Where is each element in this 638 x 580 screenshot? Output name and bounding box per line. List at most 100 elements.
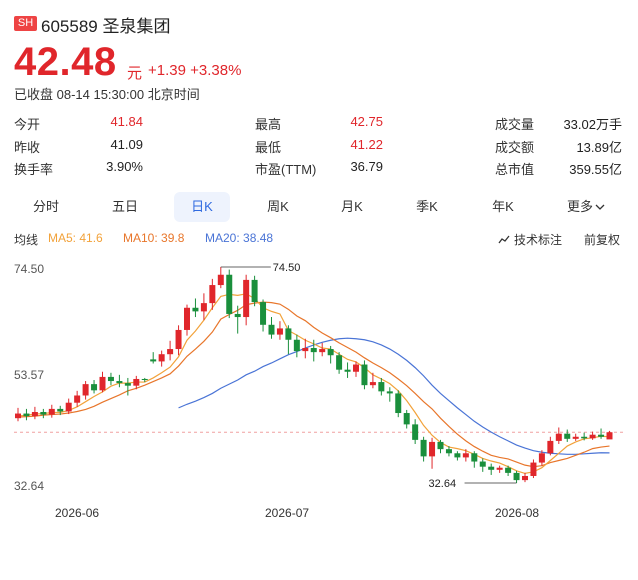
stat-label: 最低 bbox=[255, 140, 282, 155]
candle-body bbox=[91, 384, 98, 391]
stat-label: 市盈(TTM) bbox=[255, 162, 317, 177]
candle-body bbox=[243, 279, 250, 318]
candle-body bbox=[57, 408, 64, 412]
tech-annotation-toggle[interactable]: 技术标注 bbox=[498, 231, 562, 248]
candle-body bbox=[572, 436, 579, 439]
x-tick-jul: 2026-07 bbox=[265, 506, 310, 520]
candle-body bbox=[319, 349, 326, 353]
candle-body bbox=[344, 369, 351, 372]
tab-2[interactable]: 日K bbox=[174, 192, 230, 222]
candle-body bbox=[184, 307, 190, 330]
stat-value: 42.75 bbox=[350, 114, 383, 129]
candle-body bbox=[555, 433, 562, 441]
stat-label: 成交额 bbox=[495, 140, 535, 155]
candle-body bbox=[260, 302, 267, 325]
tab-1[interactable]: 五日 bbox=[100, 192, 150, 222]
price-unit: 元 bbox=[127, 65, 143, 82]
candle-body bbox=[353, 364, 359, 372]
candle-body bbox=[488, 466, 495, 470]
candle-body bbox=[226, 274, 233, 314]
ma10-value: MA10: 39.8 bbox=[123, 231, 185, 245]
tab-label: 五日 bbox=[111, 199, 138, 214]
candle-body bbox=[276, 328, 283, 335]
candle-body bbox=[606, 432, 613, 440]
candle-body bbox=[150, 359, 157, 362]
candle-body bbox=[133, 378, 140, 386]
candle-body bbox=[192, 307, 199, 312]
candle-body bbox=[293, 339, 300, 352]
stat-label: 今开 bbox=[14, 117, 41, 132]
candle-body bbox=[378, 382, 385, 392]
adjust-selector[interactable]: 前复权 bbox=[584, 233, 621, 247]
min-price-label: 32.64 bbox=[429, 478, 457, 490]
stat-label: 昨收 bbox=[14, 140, 41, 155]
candle-body bbox=[285, 328, 292, 340]
tab-7[interactable]: 更多 bbox=[556, 192, 616, 222]
candle-body bbox=[361, 364, 368, 386]
tab-3[interactable]: 周K bbox=[250, 192, 306, 222]
candle-body bbox=[471, 453, 478, 462]
candle-body bbox=[336, 355, 343, 370]
candle-body bbox=[251, 279, 258, 303]
stat-value: 13.89亿 bbox=[576, 140, 622, 155]
candle-body bbox=[302, 348, 309, 352]
candle-body bbox=[403, 413, 410, 425]
tech-annotation-label: 技术标注 bbox=[514, 233, 563, 247]
candle-body bbox=[200, 303, 207, 312]
stat-label: 换手率 bbox=[14, 162, 54, 177]
stock-title: 605589 圣泉集团 bbox=[41, 17, 171, 36]
chevron-down-icon bbox=[593, 199, 605, 214]
candle-body bbox=[65, 402, 72, 412]
stat-label: 最高 bbox=[255, 117, 282, 132]
candle-body bbox=[31, 411, 38, 417]
candle-body bbox=[268, 324, 275, 335]
candle-body bbox=[234, 313, 241, 318]
candle-body bbox=[327, 349, 334, 356]
candle-body bbox=[598, 434, 605, 437]
candle-body bbox=[496, 467, 503, 470]
x-tick-aug: 2026-08 bbox=[495, 506, 540, 520]
stat-value: 3.90% bbox=[106, 159, 143, 174]
candle-body bbox=[589, 434, 596, 439]
candle-body bbox=[522, 475, 528, 481]
tab-label: 年K bbox=[492, 199, 514, 214]
tab-0[interactable]: 分时 bbox=[17, 192, 75, 222]
ma20-value: MA20: 38.48 bbox=[205, 231, 274, 245]
candle-body bbox=[116, 381, 123, 384]
tab-label: 周K bbox=[267, 199, 289, 214]
ma5-value: MA5: 41.6 bbox=[48, 231, 103, 245]
change-amount: +1.39 bbox=[148, 62, 186, 79]
candle-body bbox=[429, 441, 436, 457]
market-status: 已收盘 08-14 15:30:00 北京时间 bbox=[14, 87, 200, 102]
tab-4[interactable]: 月K bbox=[327, 192, 377, 222]
candle-body bbox=[167, 349, 174, 355]
market-badge: SH bbox=[14, 16, 37, 31]
candle-body bbox=[513, 472, 520, 481]
candle-body bbox=[141, 378, 148, 381]
price-change: +1.39 +3.38% bbox=[148, 62, 241, 79]
kline-chart[interactable]: 74.50 32.64 bbox=[0, 255, 638, 525]
candle-body bbox=[209, 285, 216, 304]
candle-body bbox=[462, 453, 469, 458]
tab-label: 日K bbox=[191, 199, 213, 214]
tab-label: 分时 bbox=[32, 199, 59, 214]
y-tick-bottom: 32.64 bbox=[14, 479, 45, 493]
candle-body bbox=[99, 376, 106, 391]
candle-body bbox=[505, 467, 512, 473]
candle-body bbox=[564, 433, 571, 439]
stat-value: 41.09 bbox=[110, 137, 143, 152]
candle-body bbox=[445, 449, 452, 454]
candle-body bbox=[40, 411, 47, 415]
candle-body bbox=[124, 383, 131, 386]
tab-6[interactable]: 年K bbox=[478, 192, 528, 222]
ma20-line bbox=[178, 337, 610, 455]
ma-label: 均线 bbox=[14, 233, 39, 247]
candle-body bbox=[538, 453, 545, 463]
candle-body bbox=[74, 395, 81, 403]
stat-label: 总市值 bbox=[495, 162, 535, 177]
change-percent: +3.38% bbox=[190, 62, 242, 79]
tab-5[interactable]: 季K bbox=[402, 192, 452, 222]
stat-value: 36.79 bbox=[350, 159, 383, 174]
y-tick-mid: 53.57 bbox=[14, 368, 45, 382]
candle-body bbox=[23, 413, 30, 417]
